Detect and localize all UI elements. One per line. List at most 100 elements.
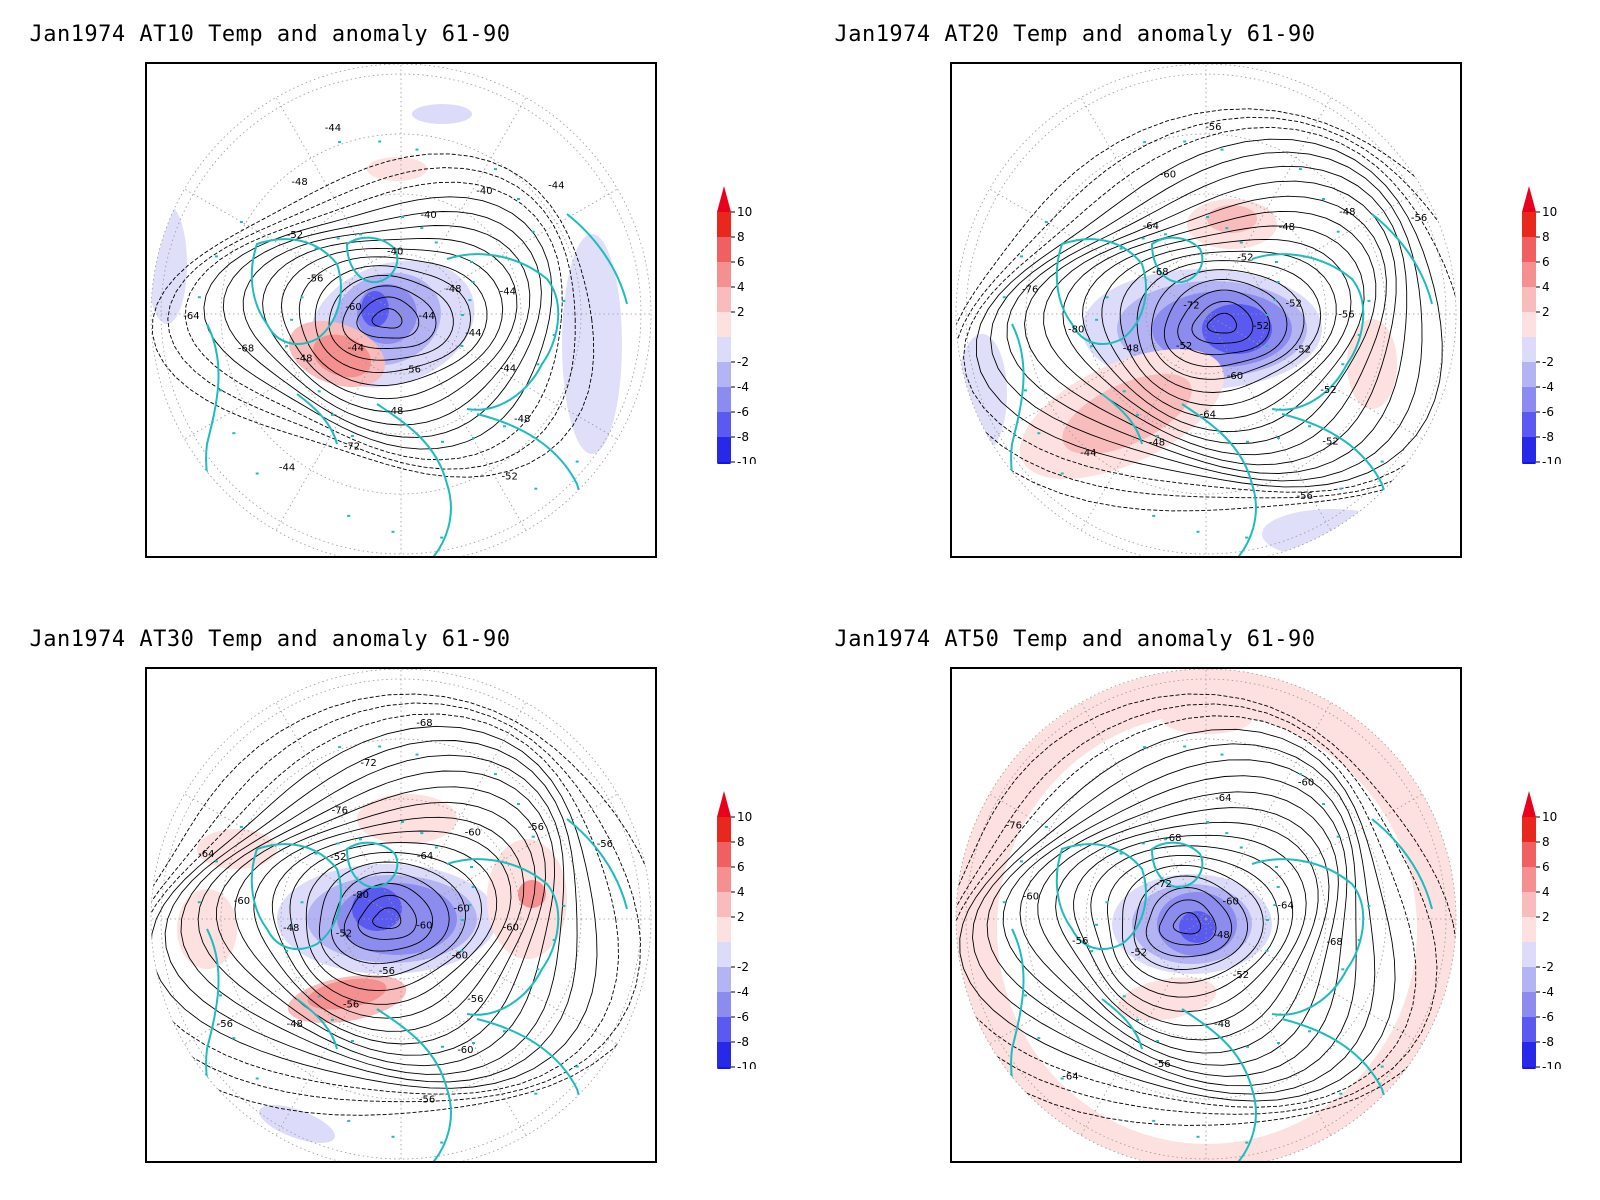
island <box>1024 389 1027 392</box>
temperature-contour <box>1006 165 1408 474</box>
colorbar-tick-label: 2 <box>1542 910 1550 924</box>
contour-label: -44 <box>500 364 516 375</box>
meridian <box>1205 768 1456 920</box>
island <box>1246 1045 1249 1048</box>
island <box>536 968 540 971</box>
island <box>1336 835 1340 838</box>
anomaly-shade <box>1262 509 1402 556</box>
colorbar-tick-label: 4 <box>737 280 745 294</box>
temperature-contour <box>1163 278 1288 368</box>
temperature-contour <box>1172 912 1202 935</box>
temperature-contour <box>262 238 518 413</box>
temperature-contour <box>1019 791 1339 1066</box>
island <box>1380 460 1384 463</box>
temperature-contour <box>216 786 546 1056</box>
contour-label: -48 <box>1123 344 1139 355</box>
island <box>460 949 464 952</box>
meridian <box>1205 64 1357 315</box>
temperature-contour <box>152 153 595 478</box>
contour-label: -60 <box>503 923 519 934</box>
temperature-contour <box>151 693 651 1116</box>
island <box>1136 1018 1139 1021</box>
temperature-contour <box>1062 210 1377 445</box>
temperature-contour <box>986 759 1357 1087</box>
island <box>347 514 351 517</box>
island <box>347 1119 351 1122</box>
island <box>1060 472 1064 475</box>
contour-label: -56 <box>217 1019 233 1030</box>
colorbar-tick-label: -6 <box>737 1010 749 1024</box>
island <box>1037 1037 1041 1040</box>
contour-label: -52 <box>1176 341 1192 352</box>
coastline <box>376 1008 452 1161</box>
island <box>1060 1077 1064 1080</box>
meridian <box>400 313 552 556</box>
contour-label: -56 <box>528 822 544 833</box>
polar-map: -60 -60 -56 -60 -56 -56 -56 -48 -56 -52 -48 -60 -64 -… <box>145 667 657 1163</box>
contour-label: -56 <box>379 966 395 977</box>
contour-label: -48 <box>1214 1019 1230 1030</box>
contour-label: -64 <box>198 849 214 860</box>
island <box>1164 838 1167 841</box>
temperature-contour <box>164 740 578 1083</box>
contour-label: -56 <box>1338 309 1354 320</box>
temperature-contour <box>357 894 417 940</box>
meridian <box>151 163 402 315</box>
contour-label: -64 <box>417 851 433 862</box>
island <box>359 233 362 236</box>
contour-label: -52 <box>1322 437 1338 448</box>
colorbar-tick-label: -10 <box>737 455 757 464</box>
island <box>420 227 424 230</box>
island <box>1246 440 1249 443</box>
contour-label: -68 <box>1152 267 1168 278</box>
island <box>1119 852 1123 855</box>
temperature-contour <box>1206 312 1237 334</box>
meridian <box>250 313 402 556</box>
island <box>1341 363 1345 366</box>
temperature-contour <box>331 871 450 965</box>
contour-label: -56 <box>1205 122 1221 133</box>
colorbar: 10 8 6 4 2 -2 -4 -6 -8 -10 <box>705 184 775 488</box>
colorbar-swatch <box>717 412 731 437</box>
island <box>441 440 444 443</box>
anomaly-shade <box>1347 319 1397 409</box>
anomaly-shade <box>307 978 387 1010</box>
temperature-contour <box>222 211 542 438</box>
island <box>1357 334 1361 336</box>
island <box>1322 803 1325 805</box>
polar-map: -44 -44 -44 -48 -52 -56 -48 -72 -44 -44 -48 -68 -64 -… <box>145 62 657 558</box>
island <box>1136 413 1139 416</box>
temperature-contour <box>959 728 1396 1102</box>
island <box>1122 995 1126 998</box>
temperature-contour <box>203 196 553 450</box>
island <box>401 821 404 823</box>
panel-at20: Jan1974 AT20 Temp and anomaly 61-90 -52-… <box>805 10 1565 570</box>
contour-label: -52 <box>1237 253 1253 264</box>
meridian <box>1205 669 1357 920</box>
anomaly-shade <box>1062 373 1192 455</box>
island <box>1002 296 1006 299</box>
contour-label: -60 <box>457 1045 473 1056</box>
island <box>336 237 340 240</box>
colorbar-tick-label: -10 <box>1542 455 1562 464</box>
island <box>338 141 342 144</box>
island <box>1037 432 1041 435</box>
anomaly-shade <box>412 104 472 124</box>
contour-label: -56 <box>405 364 421 375</box>
contour-label: -56 <box>467 994 483 1005</box>
island <box>1105 296 1109 299</box>
meridian <box>1055 669 1207 920</box>
contour-label: -64 <box>1215 793 1231 804</box>
coastline <box>1181 1008 1257 1161</box>
contour-label: -44 <box>548 181 564 192</box>
island <box>1152 1119 1156 1122</box>
island <box>534 1092 538 1095</box>
island <box>350 435 354 437</box>
contour-label: -60 <box>1160 170 1176 181</box>
meridian <box>1055 64 1207 315</box>
colorbar-swatch <box>1522 842 1536 867</box>
temperature-contour <box>1145 887 1233 958</box>
island <box>1155 435 1159 437</box>
temperature-contour <box>356 296 420 339</box>
temperature-contour <box>990 151 1423 482</box>
